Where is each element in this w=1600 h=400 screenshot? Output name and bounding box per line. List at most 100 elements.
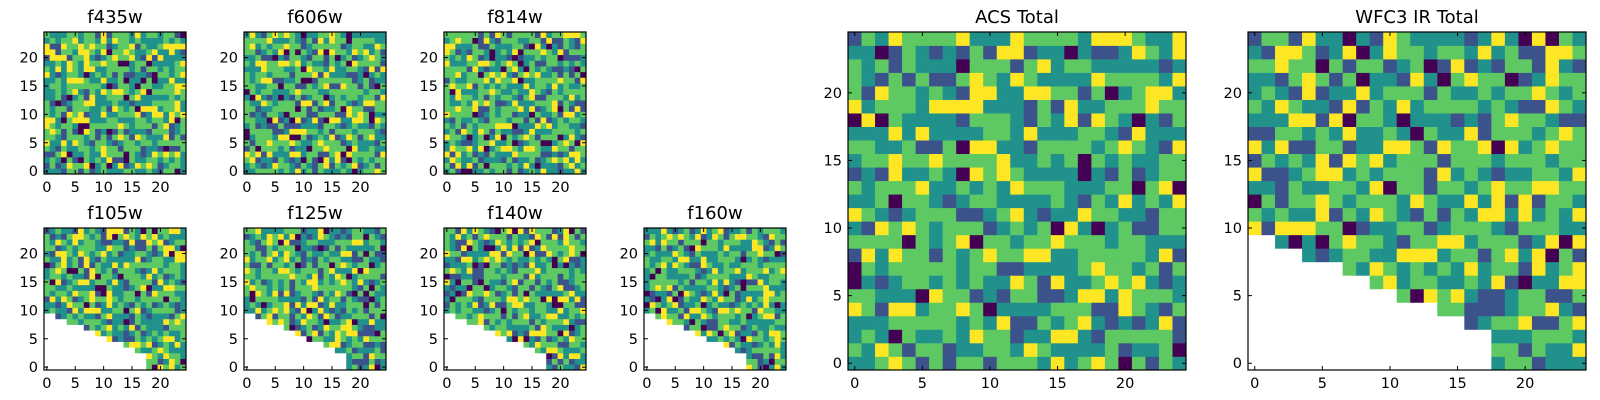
heatmap-cell	[478, 66, 485, 73]
heatmap-cell	[157, 43, 164, 50]
heatmap-cell	[244, 284, 251, 291]
heatmap-cell	[506, 49, 513, 56]
heatmap-cell	[351, 88, 358, 95]
heatmap-cell	[540, 83, 547, 90]
heatmap-cell	[334, 318, 341, 325]
heatmap-cell	[334, 128, 341, 135]
heatmap-cell	[180, 77, 187, 84]
heatmap-cell	[551, 117, 558, 124]
heatmap-cell	[540, 256, 547, 263]
heatmap-cell	[49, 239, 56, 246]
heatmap-cell	[757, 262, 764, 269]
heatmap-cell	[289, 233, 296, 240]
axes-frame	[243, 227, 387, 371]
heatmap-cell	[683, 239, 690, 246]
heatmap-cell	[1356, 248, 1371, 263]
heatmap-cell	[546, 228, 553, 235]
heatmap-cell	[449, 162, 456, 169]
heatmap-cell	[61, 139, 68, 146]
heatmap-cell	[374, 267, 381, 274]
heatmap-cell	[546, 54, 553, 61]
heatmap-cell	[489, 324, 496, 331]
heatmap-cell	[1572, 275, 1587, 290]
heatmap-cell	[534, 94, 541, 101]
heatmap-cell	[374, 341, 381, 348]
heatmap-cell	[929, 99, 943, 114]
heatmap-cell	[255, 145, 262, 152]
heatmap-cell	[151, 139, 158, 146]
heatmap-cell	[517, 49, 524, 56]
x-tick-label: 0	[642, 376, 651, 392]
heatmap-cell	[300, 66, 307, 73]
heatmap-cell	[1131, 288, 1146, 303]
heatmap-cell	[929, 45, 943, 60]
heatmap-cell	[1531, 329, 1546, 344]
heatmap-cell	[168, 307, 175, 314]
heatmap-cell	[174, 233, 181, 240]
heatmap-cell	[117, 307, 124, 314]
heatmap-cell	[66, 139, 73, 146]
heatmap-cell	[295, 139, 302, 146]
heatmap-cell	[261, 37, 268, 44]
heatmap-cell	[49, 32, 56, 39]
heatmap-cell	[1050, 72, 1065, 87]
heatmap-cell	[644, 273, 651, 280]
heatmap-cell	[1023, 248, 1038, 263]
heatmap-cell	[717, 313, 724, 320]
heatmap-cell	[83, 100, 90, 107]
heatmap-cell	[455, 245, 462, 252]
heatmap-cell	[483, 100, 490, 107]
heatmap-cell	[489, 284, 496, 291]
heatmap-cell	[95, 66, 102, 73]
heatmap-cell	[751, 256, 758, 263]
heatmap-cell	[174, 156, 181, 163]
heatmap-cell	[500, 94, 507, 101]
heatmap-cell	[746, 296, 753, 303]
heatmap-cell	[374, 262, 381, 269]
heatmap-cell	[157, 335, 164, 342]
heatmap-cell	[551, 330, 558, 337]
heatmap-cell	[512, 134, 519, 141]
heatmap-cell	[346, 77, 353, 84]
heatmap-cell	[466, 296, 473, 303]
heatmap-cell	[49, 122, 56, 129]
heatmap-cell	[996, 288, 1011, 303]
heatmap-cell	[346, 156, 353, 163]
heatmap-cell	[83, 279, 90, 286]
heatmap-cell	[323, 151, 330, 158]
heatmap-cell	[574, 111, 581, 118]
heatmap-cell	[123, 94, 130, 101]
heatmap-cell	[969, 153, 984, 168]
heatmap-cell	[1064, 86, 1079, 100]
heatmap-cell	[272, 49, 279, 56]
heatmap-cell	[1050, 99, 1065, 114]
heatmap-cell	[780, 284, 787, 291]
heatmap-cell	[466, 83, 473, 90]
heatmap-cell	[129, 88, 136, 95]
heatmap-cell	[1545, 261, 1560, 276]
heatmap-cell	[568, 301, 575, 308]
heatmap-cell	[244, 273, 251, 280]
heatmap-cell	[888, 126, 903, 141]
heatmap-cell	[266, 245, 273, 252]
heatmap-cell	[1172, 113, 1187, 127]
heatmap-cell	[244, 245, 251, 252]
heatmap-cell	[969, 275, 984, 290]
heatmap-cell	[489, 128, 496, 135]
heatmap-cell	[700, 250, 707, 257]
heatmap-cell	[55, 77, 62, 84]
heatmap-cell	[915, 72, 930, 87]
axes-frame	[847, 31, 1187, 371]
heatmap-cell	[563, 128, 570, 135]
heatmap-cell	[534, 100, 541, 107]
heatmap-cell	[134, 43, 141, 50]
heatmap-cell	[523, 83, 530, 90]
heatmap-cell	[1504, 288, 1519, 303]
heatmap-cell	[1172, 261, 1187, 276]
heatmap-cell	[55, 60, 62, 67]
heatmap-cell	[557, 83, 564, 90]
heatmap-cell	[740, 290, 747, 297]
heatmap-cell	[351, 347, 358, 354]
heatmap-cell	[72, 100, 79, 107]
x-tick-label: 10	[294, 376, 312, 392]
